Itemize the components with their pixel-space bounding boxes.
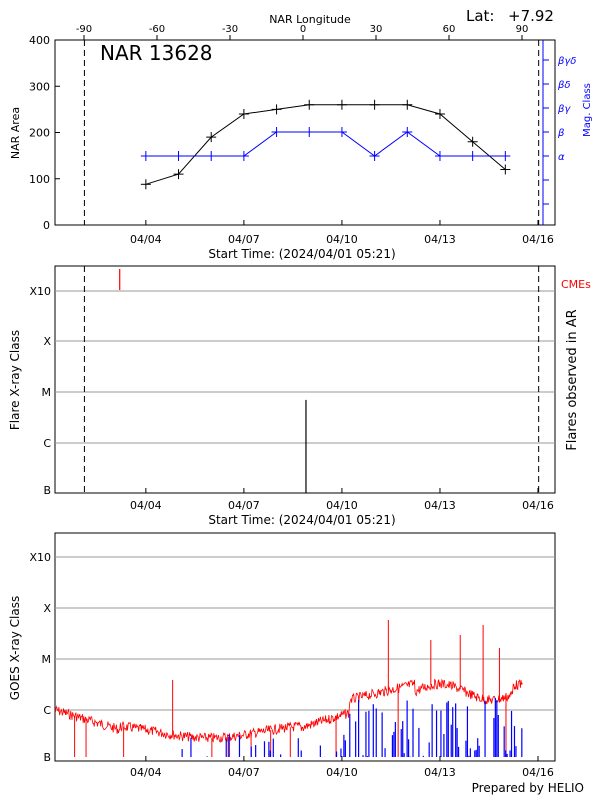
- mag-class-tick-label: α: [558, 152, 565, 163]
- flare-x-tick-label: 04/10: [326, 499, 358, 512]
- flare-x-label: Start Time: (2024/04/01 05:21): [208, 513, 395, 527]
- area-x-label: Start Time: (2024/04/01 05:21): [208, 247, 395, 261]
- mag-class-line: [145, 131, 506, 157]
- top-tick-label: -60: [149, 24, 165, 35]
- goes-y-tick-label: X10: [29, 551, 51, 564]
- flare-x-tick-label: 04/07: [228, 499, 260, 512]
- area-x-tick-label: 04/04: [130, 233, 162, 246]
- flare-x-tick-label: 04/04: [130, 499, 162, 512]
- area-x-tick-label: 04/16: [522, 233, 554, 246]
- panel-goes: B C M X X10 04/04 04/07 04/10 04/13 04/16 GOES X…: [8, 532, 584, 795]
- mag-class-label: Mag. Class: [582, 83, 593, 137]
- goes-long-channel-line: [54, 678, 523, 743]
- flare-y-tick-label: C: [43, 437, 51, 450]
- chart-title: NAR 13628: [100, 41, 213, 65]
- mag-class-tick-label: βγδ: [557, 56, 576, 67]
- top-axis-label: NAR Longitude: [269, 13, 351, 26]
- flare-x-tick-label: 04/13: [424, 499, 456, 512]
- flare-plot-frame: [54, 265, 556, 494]
- lat-value: +7.92: [508, 7, 554, 25]
- nar-area-line: [145, 104, 506, 185]
- flares-observed-label: Flares observed in AR: [565, 309, 580, 450]
- area-y-tick-label: 100: [29, 173, 50, 186]
- flare-y-tick-label: X: [43, 335, 51, 348]
- cme-legend: CMEs: [561, 278, 591, 291]
- goes-y-label: GOES X-ray Class: [8, 596, 22, 700]
- top-tick-label: 0: [300, 24, 306, 35]
- flare-x-tick-label: 04/16: [522, 499, 554, 512]
- mag-class-tick-label: βδ: [557, 80, 571, 91]
- mag-class-tick-label: β: [557, 128, 565, 139]
- goes-x-tick-label: 04/10: [326, 766, 358, 779]
- goes-x-tick-label: 04/04: [130, 766, 162, 779]
- goes-y-tick-label: M: [42, 653, 52, 666]
- goes-x-tick-label: 04/16: [522, 766, 554, 779]
- top-tick-label: -30: [222, 24, 238, 35]
- goes-x-tick-label: 04/13: [424, 766, 456, 779]
- area-y-label: NAR Area: [9, 107, 22, 159]
- top-tick-label: 60: [443, 24, 456, 35]
- goes-x-tick-label: 04/07: [228, 766, 260, 779]
- panel-flares: B C M X X10 04/04 04/07 04/10 04/13 04/16 Flare …: [8, 265, 591, 527]
- goes-y-tick-label: X: [43, 602, 51, 615]
- area-y-tick-label: 200: [29, 127, 50, 140]
- top-tick-label: 30: [370, 24, 383, 35]
- flare-y-tick-label: X10: [29, 285, 51, 298]
- area-x-tick-label: 04/07: [228, 233, 260, 246]
- area-y-tick-label: 400: [29, 34, 50, 47]
- goes-y-tick-label: B: [43, 751, 51, 764]
- flare-y-tick-label: M: [42, 386, 52, 399]
- goes-plot-frame: [54, 532, 556, 762]
- flare-y-tick-label: B: [43, 484, 51, 497]
- panel-area: NAR Longitude -90 -60 -30 0 30 60 90 Lat: +7.9…: [9, 7, 593, 261]
- footer-credit: Prepared by HELIO: [472, 781, 584, 795]
- area-y-tick-label: 0: [43, 219, 50, 232]
- area-x-tick-label: 04/10: [326, 233, 358, 246]
- area-x-tick-label: 04/13: [424, 233, 456, 246]
- flare-y-label: Flare X-ray Class: [8, 330, 22, 430]
- top-tick-label: 90: [516, 24, 529, 35]
- lat-label: Lat:: [466, 7, 494, 25]
- mag-class-tick-label: βγ: [557, 104, 571, 115]
- area-y-tick-label: 300: [29, 80, 50, 93]
- goes-y-tick-label: C: [43, 704, 51, 717]
- top-tick-label: -90: [76, 24, 92, 35]
